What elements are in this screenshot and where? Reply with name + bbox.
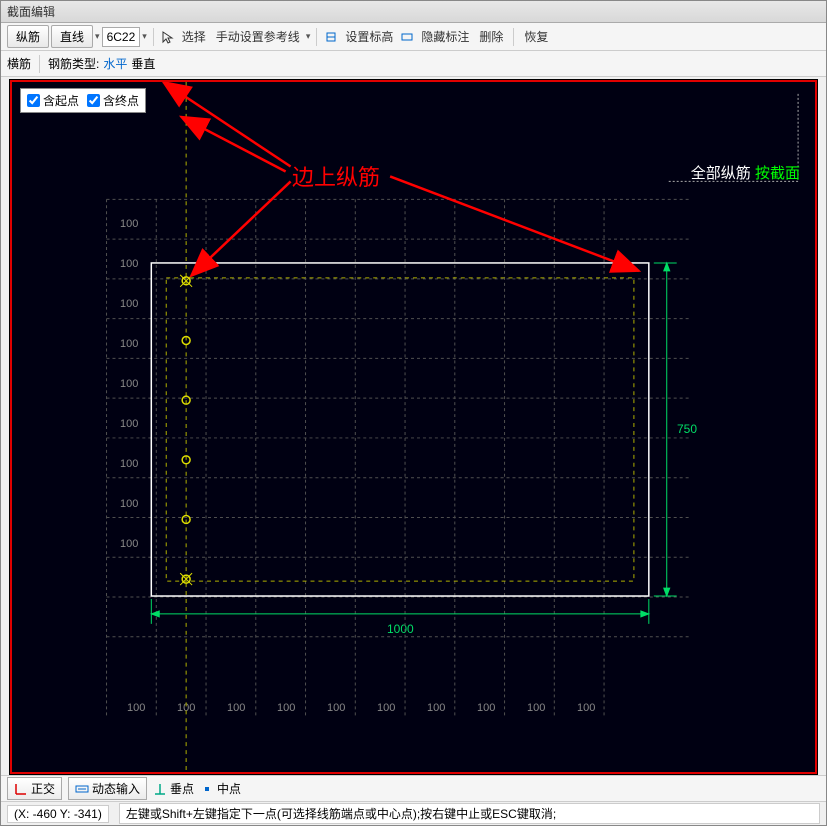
separator: [39, 55, 40, 73]
perp-snap[interactable]: 垂点: [153, 780, 194, 797]
cursor-icon: [160, 29, 176, 45]
titlebar: 截面编辑: [1, 1, 826, 23]
statusbar: (X: -460 Y: -341) 左键或Shift+左键指定下一点(可选择线筋…: [1, 801, 826, 825]
line-button[interactable]: 直线: [51, 25, 93, 48]
separator: [153, 28, 154, 46]
refline-caret[interactable]: ▾: [306, 31, 311, 42]
vertical-link[interactable]: 垂直: [131, 55, 155, 72]
refline-button[interactable]: 手动设置参考线: [212, 26, 304, 47]
line-caret[interactable]: ▾: [95, 31, 100, 42]
drawing-canvas[interactable]: 含起点 含终点 边上纵筋 全部纵筋 按截面: [10, 80, 817, 774]
mid-icon: [200, 782, 214, 796]
dynamic-input-button[interactable]: 动态输入: [68, 777, 147, 800]
mid-snap[interactable]: 中点: [200, 780, 241, 797]
separator: [316, 28, 317, 46]
restore-button[interactable]: 恢复: [520, 26, 552, 47]
hint-display: 左键或Shift+左键指定下一点(可选择线筋端点或中心点);按右键中止或ESC键…: [119, 803, 820, 824]
perp-icon: [153, 782, 167, 796]
hide-icon: [399, 29, 415, 45]
coords-display: (X: -460 Y: -341): [7, 805, 109, 823]
canvas-container: 含起点 含终点 边上纵筋 全部纵筋 按截面: [9, 79, 818, 775]
horiz-rebar-label[interactable]: 横筋: [7, 55, 31, 72]
delete-button[interactable]: 删除: [475, 26, 507, 47]
separator: [513, 28, 514, 46]
ortho-button[interactable]: 正交: [7, 777, 62, 800]
hide-button[interactable]: 隐藏标注: [417, 26, 473, 47]
end-checkbox-input[interactable]: [87, 94, 100, 107]
toolbar-2: 横筋 钢筋类型: 水平 垂直: [1, 51, 826, 77]
rebar-spec-dropdown[interactable]: 6C22: [102, 27, 141, 47]
window-title: 截面编辑: [7, 5, 55, 19]
select-button[interactable]: 选择: [178, 26, 210, 47]
spec-caret[interactable]: ▾: [142, 31, 147, 42]
ortho-icon: [14, 782, 28, 796]
toolbar-1: 纵筋 直线 ▾ 6C22 ▾ 选择 手动设置参考线 ▾ 设置标高 隐藏标注 删除…: [1, 23, 826, 51]
annotation-text: 边上纵筋: [292, 160, 380, 192]
marker-button[interactable]: 设置标高: [341, 26, 397, 47]
rebar-type-label: 钢筋类型:: [48, 55, 99, 72]
start-checkbox-input[interactable]: [27, 94, 40, 107]
horizontal-link[interactable]: 水平: [103, 55, 127, 72]
drawing-svg: [12, 82, 815, 772]
include-start-checkbox[interactable]: 含起点: [27, 92, 79, 109]
rebar-type-button[interactable]: 纵筋: [7, 25, 49, 48]
include-end-checkbox[interactable]: 含终点: [87, 92, 139, 109]
marker-icon: [323, 29, 339, 45]
checkbox-panel: 含起点 含终点: [20, 88, 146, 113]
dynamic-icon: [75, 782, 89, 796]
corner-label: 全部纵筋 按截面: [691, 162, 800, 183]
bottom-toolbar: 正交 动态输入 垂点 中点: [1, 775, 826, 801]
